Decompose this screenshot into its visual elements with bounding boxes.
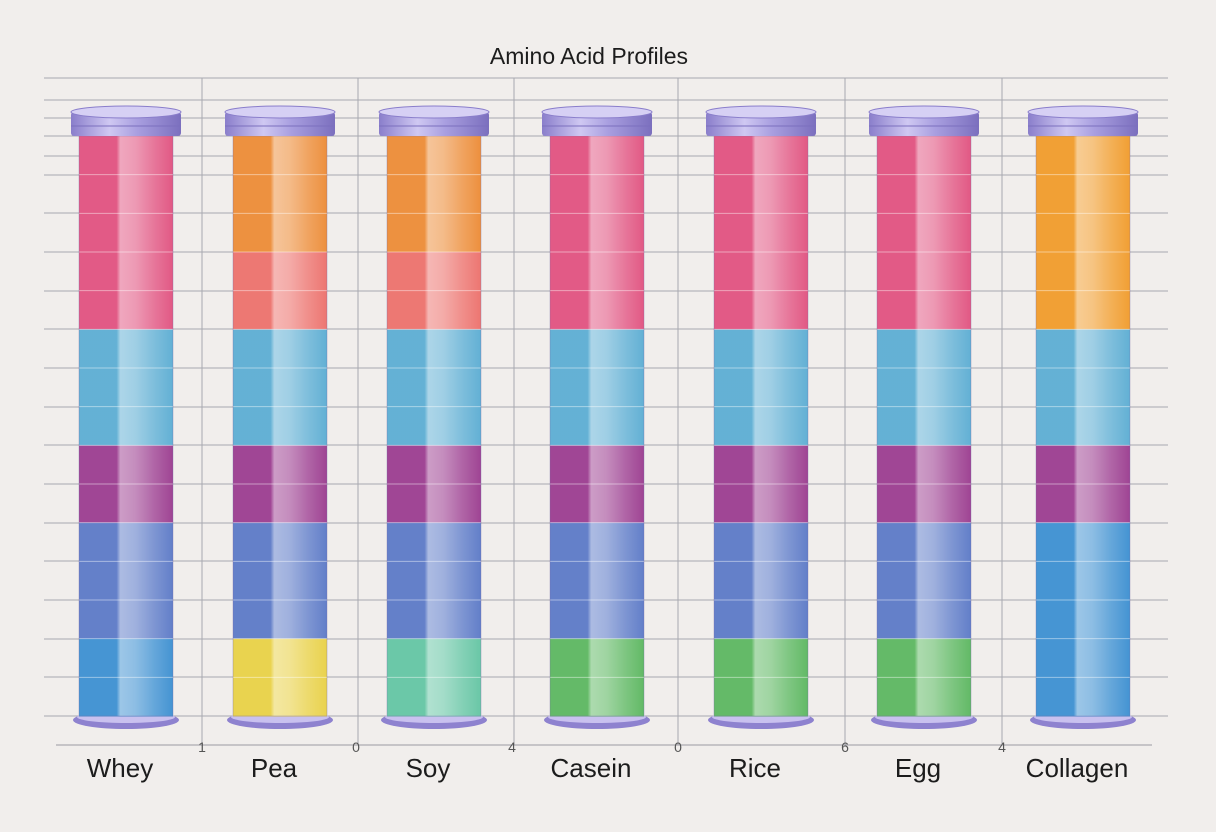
tube-glass <box>714 136 808 716</box>
x-tick-label: 4 <box>508 739 516 755</box>
tubes <box>70 105 1139 729</box>
category-label-whey: Whey <box>87 753 153 783</box>
tube-glass <box>387 136 481 716</box>
tube-egg <box>868 105 980 729</box>
tube-cap <box>869 112 979 136</box>
tube-cap-top <box>541 105 653 119</box>
tube-cap-top <box>705 105 817 119</box>
category-label-rice: Rice <box>729 753 781 783</box>
category-label-casein: Casein <box>551 753 632 783</box>
tube-casein <box>541 105 653 729</box>
tube-cap-top <box>70 105 182 119</box>
tube-collagen <box>1027 105 1139 729</box>
tube-rice <box>705 105 817 729</box>
category-label-soy: Soy <box>406 753 451 783</box>
x-tick-label: 4 <box>998 739 1006 755</box>
tube-cap <box>1028 112 1138 136</box>
category-label-pea: Pea <box>251 753 298 783</box>
category-label-egg: Egg <box>895 753 941 783</box>
tube-whey <box>70 105 182 729</box>
tube-cap <box>542 112 652 136</box>
tube-cap-top <box>1027 105 1139 119</box>
tube-glass <box>233 136 327 716</box>
category-label-collagen: Collagen <box>1026 753 1129 783</box>
x-tick-label: 0 <box>674 739 682 755</box>
chart-title: Amino Acid Profiles <box>490 43 688 69</box>
tube-cap <box>379 112 489 136</box>
x-tick-label: 1 <box>198 739 206 755</box>
tube-glass <box>550 136 644 716</box>
tube-cap <box>706 112 816 136</box>
tube-soy <box>378 105 490 729</box>
tube-glass <box>877 136 971 716</box>
tube-glass <box>79 136 173 716</box>
tube-cap-top <box>378 105 490 119</box>
tube-glass <box>1036 136 1130 716</box>
tube-cap-top <box>224 105 336 119</box>
tube-cap <box>225 112 335 136</box>
x-tick-label: 6 <box>841 739 849 755</box>
tube-cap <box>71 112 181 136</box>
tube-pea <box>224 105 336 729</box>
tube-cap-top <box>868 105 980 119</box>
x-tick-label: 0 <box>352 739 360 755</box>
x-axis: 1 0 4 0 6 4 Whey Pea Soy Casein Rice Egg Collagen <box>56 739 1152 783</box>
